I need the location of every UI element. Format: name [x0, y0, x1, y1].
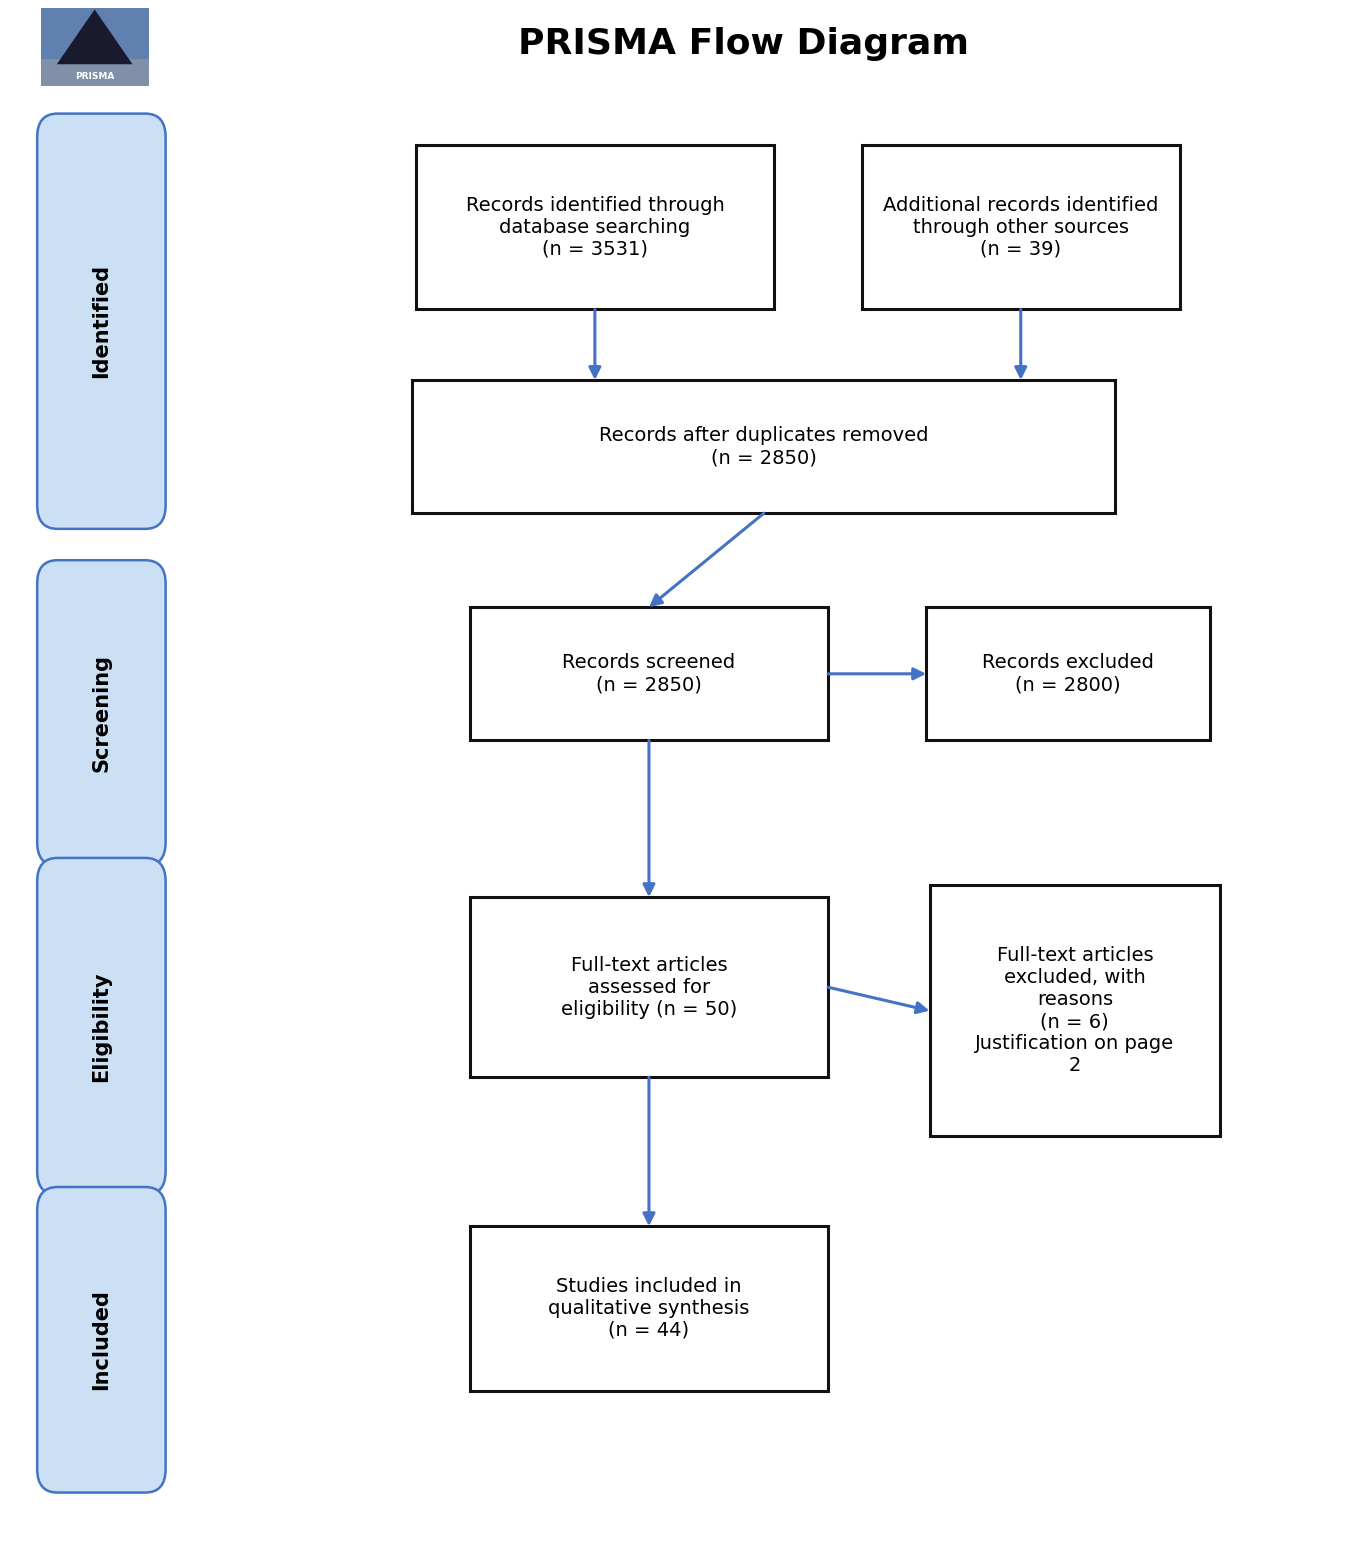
Text: Records identified through
database searching
(n = 3531): Records identified through database sear… [465, 196, 725, 259]
Text: Records excluded
(n = 2800): Records excluded (n = 2800) [982, 653, 1155, 694]
FancyBboxPatch shape [412, 381, 1115, 514]
FancyBboxPatch shape [863, 144, 1179, 310]
FancyBboxPatch shape [37, 559, 165, 865]
Text: PRISMA: PRISMA [74, 72, 115, 81]
Text: Full-text articles
excluded, with
reasons
(n = 6)
Justification on page
2: Full-text articles excluded, with reason… [975, 946, 1175, 1075]
FancyBboxPatch shape [470, 608, 827, 741]
FancyBboxPatch shape [37, 114, 165, 528]
Text: Studies included in
qualitative synthesis
(n = 44): Studies included in qualitative synthesi… [549, 1277, 749, 1340]
Bar [41, 58, 149, 86]
Text: Eligibility: Eligibility [92, 972, 111, 1081]
FancyBboxPatch shape [470, 1225, 827, 1391]
FancyBboxPatch shape [37, 859, 165, 1196]
Text: PRISMA Flow Diagram: PRISMA Flow Diagram [518, 27, 969, 61]
Text: Screening: Screening [92, 653, 111, 773]
FancyBboxPatch shape [37, 1188, 165, 1492]
Text: Full-text articles
assessed for
eligibility (n = 50): Full-text articles assessed for eligibil… [561, 956, 737, 1019]
FancyBboxPatch shape [926, 608, 1210, 741]
Text: Additional records identified
through other sources
(n = 39): Additional records identified through ot… [883, 196, 1159, 259]
Polygon shape [57, 9, 132, 64]
Text: Records screened
(n = 2850): Records screened (n = 2850) [562, 653, 735, 694]
Text: Included: Included [92, 1290, 111, 1390]
FancyBboxPatch shape [470, 896, 827, 1078]
FancyBboxPatch shape [930, 885, 1221, 1136]
Text: Records after duplicates removed
(n = 2850): Records after duplicates removed (n = 28… [599, 426, 929, 467]
FancyBboxPatch shape [416, 144, 773, 310]
Text: Identified: Identified [92, 265, 111, 378]
